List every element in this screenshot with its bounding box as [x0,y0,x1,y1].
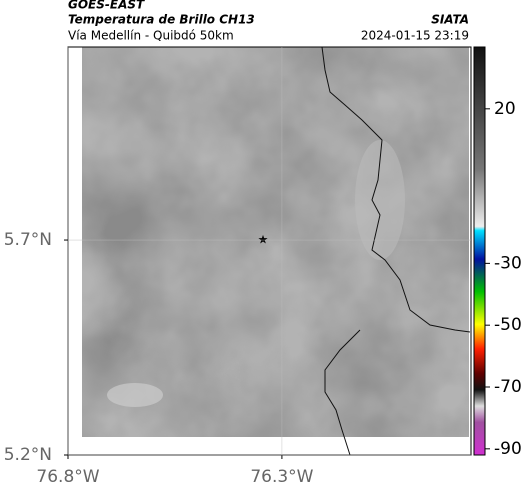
colorbar [473,46,486,456]
border [321,46,471,333]
x-tick-label: 76.8°W [36,467,99,487]
border [324,329,361,456]
product: Temperatura de Brillo CH13 [68,13,255,27]
colorbar-tick-label: -30 [494,253,522,273]
colorbar-tick-label: -70 [494,377,522,397]
y-tick-label: 5.7°N [4,230,52,250]
agency: SIATA [431,13,469,27]
colorbar-tick-label: 20 [494,99,516,119]
region: Vía Medellín - Quibdó 50km [68,29,234,43]
source: GOES-EAST [68,0,145,12]
colorbar-tick-label: -50 [494,315,522,335]
y-tick-label: 5.2°N [4,445,52,465]
cloud-texture [82,47,469,437]
location-marker: ★ [258,233,269,247]
bright-cloud [355,140,405,260]
bright-cloud [107,383,163,407]
x-tick-label: 76.3°W [250,467,313,487]
colorbar-tick-label: -90 [494,439,522,459]
datetime: 2024-01-15 23:19 [361,29,469,43]
